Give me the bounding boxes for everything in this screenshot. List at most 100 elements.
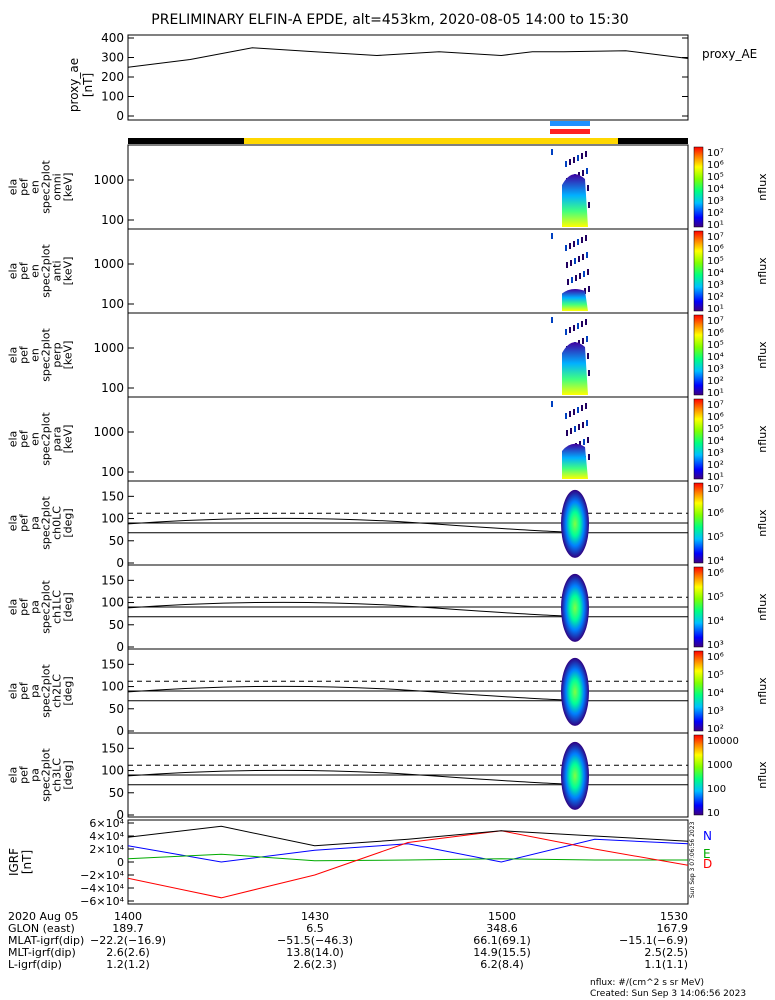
spectrum-pixel [574, 426, 576, 432]
colorbar-label: nflux [756, 257, 769, 285]
pa-ytick-label: 150 [101, 657, 124, 671]
panel-ylabel-line: spec2plot [40, 160, 53, 214]
panel-ylabel-line: omni [51, 173, 64, 200]
spectrum-pixel [551, 317, 553, 323]
igrf-ytick-label: 2×10⁴ [89, 843, 124, 856]
spectrum-flux-region [562, 342, 588, 395]
igrf-ylabel-line2: [nT] [20, 850, 34, 874]
pitch-angle-flux-region [561, 573, 589, 642]
proxy-ae-line [127, 47, 689, 68]
panel-ylabel-line: pa [29, 684, 42, 698]
panel-ylabel-line: ela [7, 347, 20, 364]
footer-row-value: −22.2(−16.9) [90, 934, 166, 947]
energy-ytick-label: 1000 [93, 173, 124, 187]
panel-ylabel-line: spec2plot [40, 412, 53, 466]
colorbar-tick-label: 10⁴ [707, 268, 724, 279]
field-angle-curve [127, 769, 571, 785]
igrf-ytick-label: −2×10⁴ [80, 869, 124, 882]
footer-row-value: 66.1(69.1) [473, 934, 531, 947]
spectrum-pixel [581, 405, 583, 411]
spectrogram-panels: 1000100elapefenspec2plotomni[keV]10⁷10⁶1… [7, 144, 769, 822]
colorbar-tick-label: 10⁶ [707, 652, 724, 663]
colorbar [693, 398, 704, 480]
footer-row-value: 1400 [114, 910, 142, 923]
panel-ylabel-line: spec2plot [40, 664, 53, 718]
colorbar-tick-label: 10³ [707, 640, 724, 651]
energy-ytick-label: 100 [101, 381, 124, 395]
panel-ylabel-line: ch2LC [51, 674, 64, 708]
spectrum-pixel [578, 256, 580, 262]
spectrum-pixel [569, 243, 571, 249]
panel-ylabel-line: ela [7, 179, 20, 196]
colorbar [693, 314, 704, 396]
spectrum-pixel [586, 336, 588, 342]
colorbar-tick-label: 10¹ [707, 304, 724, 315]
panel-ylabel-line: pef [18, 597, 31, 616]
colorbar-label: nflux [756, 509, 769, 537]
footer-row-value: 6.5 [306, 922, 324, 935]
footer-row-label: GLON (east) [8, 922, 75, 935]
colorbar-tick-label: 10⁷ [707, 148, 724, 159]
spectrum-pixel [565, 161, 567, 167]
colorbar [693, 230, 704, 312]
colorbar-tick-label: 10⁴ [707, 436, 724, 447]
colorbar-tick-label: 10³ [707, 196, 724, 207]
spectrum-pixel [551, 149, 553, 155]
colorbar-tick-label: 10³ [707, 448, 724, 459]
colorbar-tick-label: 10⁵ [707, 670, 724, 681]
pa-ytick-label: 150 [101, 489, 124, 503]
spectrum-pixel [582, 254, 584, 260]
pa-ytick-label: 0 [116, 808, 124, 822]
pa-ytick-label: 100 [101, 596, 124, 610]
spectrum-pixel [569, 159, 571, 165]
panel-ylabel-line: pef [18, 513, 31, 532]
footer-row-value: 14.9(15.5) [473, 946, 531, 959]
spectrum-pixel [571, 277, 573, 283]
panel-ylabel-line: [deg] [62, 676, 75, 705]
colorbar-tick-label: 10⁵ [707, 532, 724, 543]
panel-ylabel-line: ela [7, 263, 20, 280]
spectrum-pixel [573, 325, 575, 331]
colorbar-tick-label: 10⁶ [707, 244, 724, 255]
spectrum-pixel [569, 327, 571, 333]
colorbar-tick-label: 10³ [707, 706, 724, 717]
field-angle-curve [127, 601, 571, 617]
spectrum-pixel [565, 329, 567, 335]
footer-row-value: 13.8(14.0) [286, 946, 344, 959]
science-zone-top-bar [550, 121, 590, 126]
colorbar-label: nflux [756, 173, 769, 201]
colorbar-tick-label: 10⁵ [707, 340, 724, 351]
panel-ylabel-line: [deg] [62, 760, 75, 789]
footer-row-value: 6.2(8.4) [480, 958, 524, 971]
spectrum-pixel [570, 428, 572, 434]
igrf-legend-n: N [703, 829, 712, 843]
panel-ylabel-line: pa [29, 516, 42, 530]
colorbar-tick-label: 10000 [707, 736, 739, 747]
footer-row-value: 1.2(1.2) [106, 958, 150, 971]
colorbar [693, 650, 704, 732]
colorbar-tick-label: 10⁷ [707, 400, 724, 411]
footer-annotations: 2020 Aug 05 1400 1430 1500 1530 GLON (east) 18… [8, 910, 688, 971]
colorbar-tick-label: 10¹ [707, 388, 724, 399]
spectrum-pixel [579, 441, 581, 447]
footer-row-value: 167.9 [657, 922, 689, 935]
pa-ytick-label: 0 [116, 724, 124, 738]
colorbar-tick-label: 10³ [707, 280, 724, 291]
proxy-ytick-label: 200 [101, 70, 124, 84]
colorbar-tick-label: 10 [707, 808, 720, 819]
pitch-angle-flux-region [561, 657, 589, 726]
proxy-ae-yticks: 400 300 200 100 0 [101, 31, 688, 123]
igrf-ytick-label: 4×10⁴ [89, 830, 124, 843]
pa-ytick-label: 50 [109, 618, 124, 632]
spectrum-pixel [565, 245, 567, 251]
colorbar-tick-label: 10⁷ [707, 232, 724, 243]
panel-ylabel-line: pa [29, 600, 42, 614]
pa-ytick-label: 150 [101, 741, 124, 755]
spectrum-pixel [581, 321, 583, 327]
footer-row-value: 1530 [660, 910, 688, 923]
colorbar-tick-label: 10⁴ [707, 184, 724, 195]
